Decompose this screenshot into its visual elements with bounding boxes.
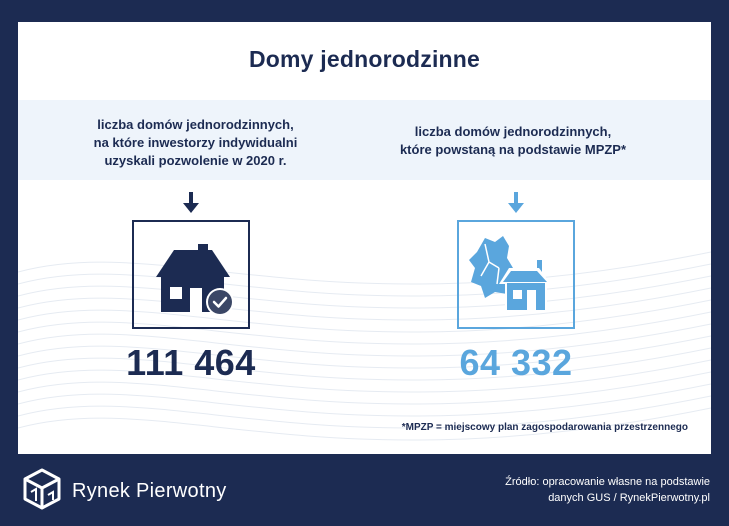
permits-value: 111 464 — [126, 342, 256, 383]
left-description-line: liczba domów jednorodzinnych, — [97, 117, 294, 132]
arrow-down-icon — [183, 192, 199, 213]
source-line: danych GUS / RynekPierwotny.pl — [548, 492, 710, 504]
mpzp-value: 64 332 — [459, 342, 573, 383]
brand-name: Rynek Pierwotny — [72, 480, 227, 502]
left-description: liczba domów jednorodzinnych, na które i… — [68, 116, 323, 170]
description-band — [18, 100, 711, 180]
house-map-frame — [457, 220, 575, 329]
infographic-card: Domy jednorodzinne liczba domów jednorod… — [18, 22, 711, 454]
footnote: *MPZP = miejscowy plan zagospodarowania … — [401, 422, 688, 433]
house-check-frame — [132, 220, 250, 329]
left-description-line: na które inwestorzy indywidualni — [93, 135, 298, 150]
wave-pattern-decoration — [18, 251, 711, 441]
right-description-line: liczba domów jednorodzinnych, — [414, 124, 612, 139]
arrow-down-icon — [508, 192, 524, 213]
left-description-line: uzyskali pozwolenie w 2020 r. — [104, 153, 287, 168]
page-title: Domy jednorodzinne — [248, 46, 481, 72]
source-line: Źródło: opracowanie własne na podstawie — [505, 476, 710, 488]
source-note: Źródło: opracowanie własne na podstawie … — [440, 474, 710, 506]
right-description: liczba domów jednorodzinnych, które pows… — [368, 123, 658, 159]
rynek-pierwotny-logo-icon — [23, 468, 61, 510]
right-description-line: które powstaną na podstawie MPZP* — [399, 142, 627, 157]
house-map-icon — [469, 236, 551, 312]
house-check-icon — [156, 244, 234, 316]
